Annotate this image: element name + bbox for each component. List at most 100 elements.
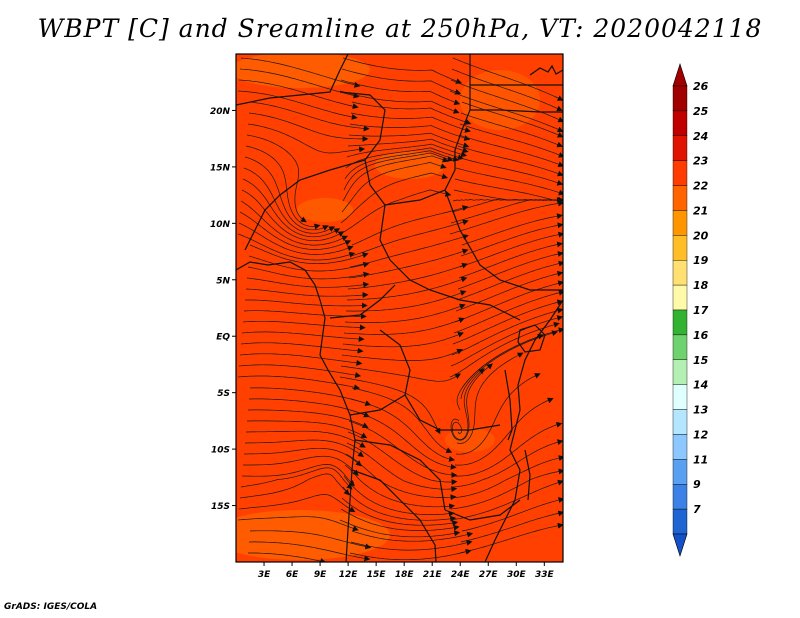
streamline [238,79,359,110]
warm-patch [297,198,353,222]
streamline [339,189,452,235]
streamline [242,464,355,487]
streamline [246,134,307,223]
colorbar-swatch [672,160,688,186]
lat-tick-label: EQ [216,333,230,343]
streamline [249,541,371,562]
colorbar-swatch [672,135,688,161]
colorbar-label: 23 [693,155,709,168]
streamline [341,497,459,527]
streamline [339,376,441,435]
streamline [451,368,485,440]
streamline [246,277,370,288]
streamline [455,373,541,455]
country-border [379,329,501,431]
streamline [243,167,336,234]
streamline [457,145,563,177]
warm-patch [375,151,445,179]
streamline [456,333,544,411]
streamline [452,57,563,101]
streamline [454,397,554,466]
country-border [384,54,471,206]
lon-tick-label: 27E [479,570,499,580]
streamline [461,497,563,532]
lon-tick-label: 33E [535,570,555,580]
colorbar-label: 25 [693,105,709,118]
streamline [449,200,563,235]
colorbar-label: 13 [693,404,709,417]
streamline [457,250,563,290]
country-border [444,189,563,291]
lat-tick-label: 10N [210,220,231,230]
country-border [351,469,437,562]
lake-malawi [524,449,531,501]
colorbar-label: 9 [693,478,701,491]
streamline [237,90,358,120]
colorbar-top-arrow [672,63,688,87]
streamline [239,68,360,99]
streamline [241,331,365,343]
country-border [236,54,349,106]
streamline [351,387,453,453]
grads-credit: GrADS: IGES/COLA [4,602,98,612]
streamline [452,439,563,488]
colorbar-swatch [672,284,688,311]
streamline [238,364,362,378]
streamline [449,479,563,521]
streamline [460,510,563,543]
streamline [249,398,370,418]
streamline [344,303,466,323]
streamline [460,222,563,257]
colorbar-swatch [672,309,688,336]
colorbar-label: 7 [693,503,701,516]
streamline [245,439,365,458]
colorbar-bottom-arrow [672,533,688,557]
streamline [350,219,469,257]
streamline [350,398,456,462]
colorbar-label: 24 [693,130,708,143]
streamline [350,112,471,133]
streamline [349,234,469,268]
lon-tick-label: 18E [395,570,415,580]
streamline [461,213,563,246]
streamline [237,375,361,391]
lon-tick-label: 21E [423,570,443,580]
colorbar-swatch [672,434,688,460]
streamline [341,162,447,213]
lake-tanganyika [504,369,513,441]
colorbar-label: 17 [693,304,709,317]
colorbar-swatch [672,85,688,112]
streamline [456,260,563,301]
lat-tick-label: 15S [211,502,230,512]
lake-victoria [517,324,546,353]
streamline [341,348,464,361]
streamline [453,289,563,334]
streamline [347,262,468,290]
country-border [389,259,521,321]
streamline [248,255,370,272]
streamline [343,152,454,191]
streamline [342,57,462,84]
streamline [344,464,456,510]
streamline [340,508,460,531]
streamline [450,197,563,224]
country-border [444,499,521,521]
country-border [329,284,396,319]
red-sea-coast [529,64,563,76]
streamline [342,332,464,348]
streamline [345,453,457,501]
streamline [452,299,563,345]
country-border [470,109,563,113]
streamline [340,365,462,382]
streamline [344,150,460,180]
streamline [351,205,469,246]
streamline [237,233,356,261]
colorbar-label: 22 [693,180,709,193]
streamline [240,342,364,354]
streamline [245,145,321,230]
streamline [242,320,366,331]
colorbar-swatch [672,409,688,435]
streamline [346,143,468,158]
streamline [249,530,372,550]
